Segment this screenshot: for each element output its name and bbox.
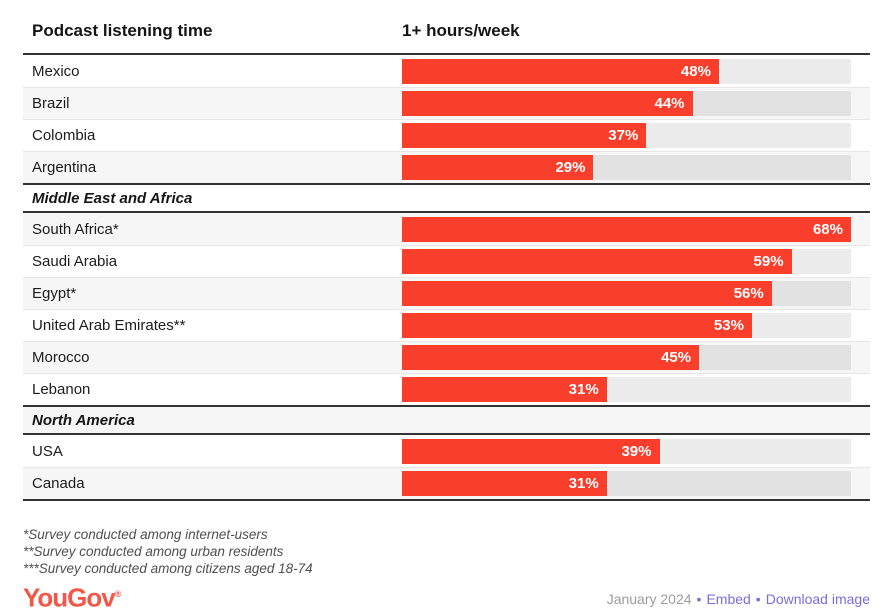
table-row: Argentina 29% xyxy=(23,151,870,183)
section-header-row: North America xyxy=(23,405,870,435)
footnote-line: **Survey conducted among urban residents xyxy=(23,544,284,559)
footnotes: *Survey conducted among internet-users *… xyxy=(23,526,870,577)
value-label: 37% xyxy=(608,127,639,144)
value-label: 53% xyxy=(713,317,744,334)
footer: YouGov® January 2024 • Embed • Download imag… xyxy=(23,580,870,612)
value-bar: 68% xyxy=(402,216,851,242)
table-row: Mexico 48% xyxy=(23,55,870,87)
bar-track: 44% xyxy=(402,91,851,116)
country-label: Colombia xyxy=(32,127,96,144)
table-row: Saudi Arabia 59% xyxy=(23,245,870,277)
value-label: 31% xyxy=(568,475,599,492)
section-header-row: Middle East and Africa xyxy=(23,183,870,213)
footer-meta: January 2024 • Embed • Download image xyxy=(607,591,870,612)
value-label: 45% xyxy=(661,349,692,366)
table-row: Egypt* 56% xyxy=(23,277,870,309)
chart-container: Podcast listening time 1+ hours/week Mex… xyxy=(23,0,870,612)
section-header-label: North America xyxy=(32,411,135,429)
footnote-line: ***Survey conducted among citizens aged … xyxy=(23,561,313,576)
bar-track: 53% xyxy=(402,313,851,338)
value-label: 31% xyxy=(568,381,599,398)
value-label: 59% xyxy=(753,253,784,270)
value-bar: 56% xyxy=(402,281,772,306)
value-label: 39% xyxy=(621,442,652,460)
bar-track: 45% xyxy=(402,345,851,370)
table-row: Colombia 37% xyxy=(23,119,870,151)
value-bar: 45% xyxy=(402,345,700,370)
footnote-line: *Survey conducted among internet-users xyxy=(23,527,268,542)
bar-track: 59% xyxy=(402,249,851,274)
value-label: 29% xyxy=(555,159,586,176)
table-row: USA 39% xyxy=(23,435,870,467)
page-title: Podcast listening time xyxy=(32,21,213,40)
value-label: 56% xyxy=(733,285,764,302)
footer-separator: • xyxy=(696,590,702,607)
bar-track: 29% xyxy=(402,155,851,180)
value-bar: 53% xyxy=(402,313,752,338)
country-label: USA xyxy=(32,442,63,460)
yougov-logo[interactable]: YouGov® xyxy=(23,580,121,612)
footer-separator: • xyxy=(755,590,761,607)
bar-track: 39% xyxy=(402,438,851,464)
country-label: Argentina xyxy=(32,159,97,176)
chart-table: Mexico 48% Brazil 44% Colombia 37% Argentina 29… xyxy=(23,55,870,501)
value-label: 48% xyxy=(680,62,711,80)
trademark-mark: ® xyxy=(114,589,122,599)
embed-link[interactable]: Embed xyxy=(706,590,751,607)
country-label: Egypt* xyxy=(32,285,77,302)
value-bar: 37% xyxy=(402,123,647,148)
country-label: Morocco xyxy=(32,349,90,366)
bar-track: 56% xyxy=(402,281,851,306)
table-row: Morocco 45% xyxy=(23,341,870,373)
footer-date: January 2024 xyxy=(606,590,692,607)
country-label: Lebanon xyxy=(32,381,91,398)
value-bar: 44% xyxy=(402,91,693,116)
country-label: Canada xyxy=(32,475,85,492)
bar-track: 68% xyxy=(402,216,851,242)
value-bar: 31% xyxy=(402,377,607,402)
table-row: Canada 31% xyxy=(23,467,870,499)
value-column-header: 1+ hours/week xyxy=(402,21,520,40)
value-label: 44% xyxy=(654,95,685,112)
download-image-link[interactable]: Download image xyxy=(765,590,870,607)
country-label: Mexico xyxy=(32,62,80,80)
value-bar: 59% xyxy=(402,249,792,274)
chart-header: Podcast listening time 1+ hours/week xyxy=(23,0,870,55)
bar-track: 37% xyxy=(402,123,851,148)
bar-track: 48% xyxy=(402,58,851,84)
table-row: Lebanon 31% xyxy=(23,373,870,405)
value-bar: 39% xyxy=(402,438,660,464)
table-row: Brazil 44% xyxy=(23,87,870,119)
country-label: South Africa* xyxy=(32,220,119,238)
value-bar: 29% xyxy=(402,155,594,180)
country-label: United Arab Emirates** xyxy=(32,317,186,334)
section-header-label: Middle East and Africa xyxy=(32,189,193,207)
brand-text: YouGov xyxy=(23,582,116,613)
value-bar: 31% xyxy=(402,471,607,496)
bar-track: 31% xyxy=(402,471,851,496)
table-row: United Arab Emirates** 53% xyxy=(23,309,870,341)
country-label: Brazil xyxy=(32,95,70,112)
value-bar: 48% xyxy=(402,58,719,84)
value-label: 68% xyxy=(812,220,843,238)
bar-track: 31% xyxy=(402,377,851,402)
country-label: Saudi Arabia xyxy=(32,253,118,270)
table-row: South Africa* 68% xyxy=(23,213,870,245)
